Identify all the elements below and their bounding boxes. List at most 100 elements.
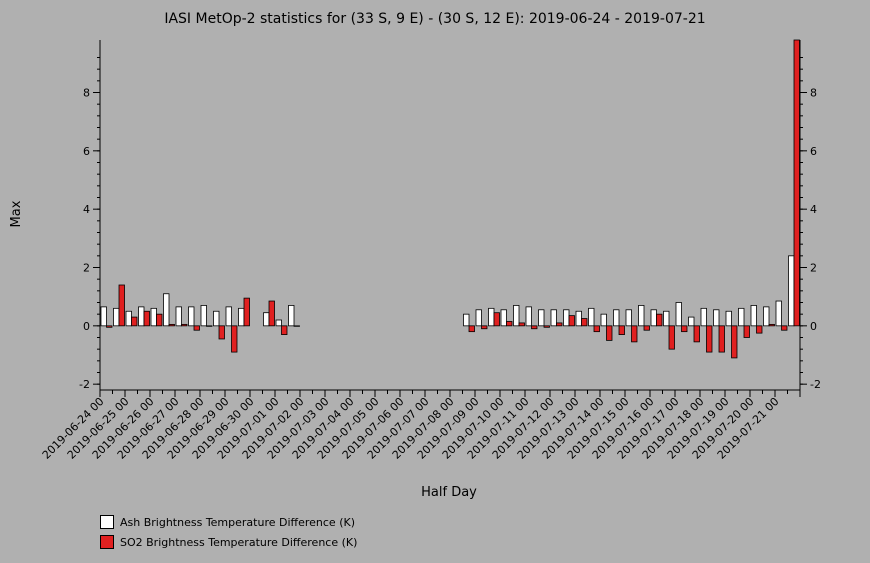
so2-bar [531, 325, 538, 330]
y-tick-label-left: 8 [83, 87, 90, 100]
so2-bar [556, 322, 563, 327]
so2-bar [193, 325, 200, 331]
so2-bar [506, 321, 513, 327]
ash-bar [600, 313, 607, 327]
ash-bar [100, 306, 107, 327]
so2-bar [593, 325, 600, 333]
ash-bar [750, 305, 757, 327]
legend-swatch-ash [100, 515, 114, 529]
legend-label-so2: SO2 Brightness Temperature Difference (K… [120, 535, 358, 549]
ash-bar [163, 293, 170, 327]
so2-bar [118, 284, 125, 327]
ash-bar [150, 307, 157, 327]
so2-bar [681, 325, 688, 333]
so2-bar [468, 325, 475, 333]
ash-bar [113, 307, 120, 327]
legend-item-so2: SO2 Brightness Temperature Difference (K… [100, 532, 357, 552]
so2-bar [606, 325, 613, 341]
so2-bar [668, 325, 675, 350]
ash-bar [588, 307, 595, 327]
ash-bar [725, 310, 732, 327]
so2-bar [131, 316, 138, 327]
y-tick-label-right: 8 [810, 87, 817, 100]
ash-bar [263, 312, 270, 327]
ash-bar [475, 309, 482, 327]
ash-bar [538, 309, 545, 327]
ash-bar [525, 306, 532, 327]
ash-bar [638, 305, 645, 327]
ash-bar [650, 309, 657, 327]
legend-label-ash: Ash Brightness Temperature Difference (K… [120, 515, 355, 529]
so2-bar [493, 312, 500, 327]
so2-bar [168, 323, 175, 327]
ash-bar [788, 255, 795, 327]
so2-bar [656, 313, 663, 327]
so2-bar [781, 325, 788, 331]
so2-bar [231, 325, 238, 353]
ash-bar [713, 309, 720, 327]
y-tick-label-right: 2 [810, 262, 817, 275]
y-tick-label-left: 2 [83, 262, 90, 275]
so2-bar [631, 325, 638, 343]
chart-title: IASI MetOp-2 statistics for (33 S, 9 E) … [164, 11, 705, 27]
ash-bar [188, 306, 195, 327]
so2-bar [181, 323, 188, 327]
ash-bar [675, 302, 682, 327]
so2-bar [268, 300, 275, 327]
y-tick-label-left: -2 [79, 378, 90, 391]
legend-item-ash: Ash Brightness Temperature Difference (K… [100, 512, 357, 532]
so2-bar [731, 325, 738, 359]
ash-bar [625, 309, 632, 327]
so2-bar [481, 325, 488, 330]
ash-bar [613, 309, 620, 327]
y-tick-label-right: -2 [810, 378, 821, 391]
so2-bar [243, 297, 250, 327]
so2-bar [581, 318, 588, 327]
x-axis-label: Half Day [421, 485, 477, 500]
y-tick-label-left: 4 [83, 203, 90, 216]
y-tick-label-left: 6 [83, 145, 90, 158]
ash-bar [125, 310, 132, 327]
so2-bar [543, 325, 550, 328]
ash-bar [663, 310, 670, 327]
so2-bar [793, 39, 800, 327]
so2-bar [568, 315, 575, 327]
y-tick-label-right: 6 [810, 145, 817, 158]
so2-bar [756, 325, 763, 334]
ash-bar [488, 307, 495, 327]
y-tick-label-right: 4 [810, 203, 817, 216]
so2-bar [643, 325, 650, 331]
legend-swatch-so2 [100, 535, 114, 549]
ash-bar [288, 305, 295, 327]
ash-bar [738, 307, 745, 327]
so2-bar [618, 325, 625, 335]
ash-bar [700, 307, 707, 327]
ash-bar [563, 309, 570, 327]
ash-bar [175, 306, 182, 327]
y-tick-label-right: 0 [810, 320, 817, 333]
legend: Ash Brightness Temperature Difference (K… [100, 512, 357, 552]
bars-group [100, 39, 800, 359]
ash-bar [138, 306, 145, 327]
y-tick-label-left: 0 [83, 320, 90, 333]
ash-bar [213, 310, 220, 327]
so2-bar [718, 325, 725, 353]
so2-bar [293, 325, 300, 327]
ash-bar [238, 307, 245, 327]
ash-bar [688, 316, 695, 327]
ash-bar [225, 306, 232, 327]
so2-bar [706, 325, 713, 353]
ash-bar [200, 305, 207, 327]
y-axis-label: Max [9, 200, 24, 227]
so2-bar [143, 310, 150, 327]
ash-bar [775, 300, 782, 327]
ash-bar [575, 310, 582, 327]
so2-bar [743, 325, 750, 338]
so2-bar [693, 325, 700, 343]
ash-bar [463, 313, 470, 327]
ash-bar [550, 309, 557, 327]
ash-bar [763, 306, 770, 327]
so2-bar [106, 325, 113, 328]
